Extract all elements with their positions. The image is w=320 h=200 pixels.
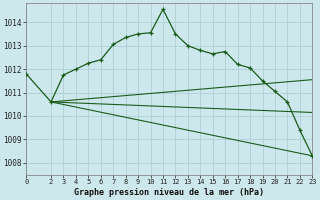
X-axis label: Graphe pression niveau de la mer (hPa): Graphe pression niveau de la mer (hPa) xyxy=(74,188,264,197)
